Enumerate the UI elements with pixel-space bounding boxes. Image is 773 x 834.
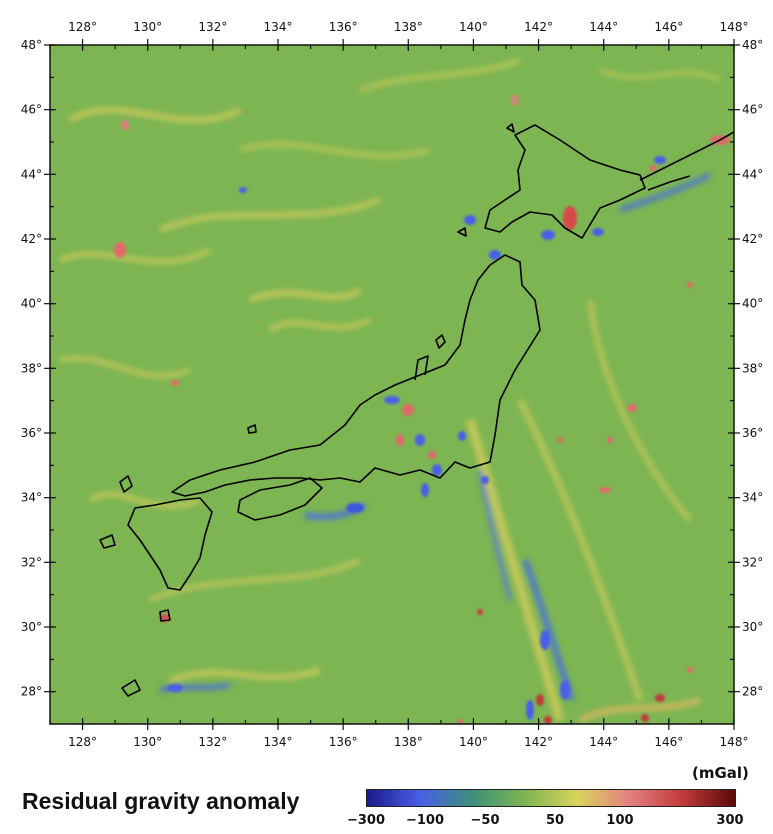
lon-label-bottom: 132° [198,735,227,749]
lon-label-bottom: 148° [720,735,749,749]
colorbar-tick-label: 300 [716,813,744,828]
lat-label-left: 36° [21,426,42,440]
lon-label-top: 142° [524,20,553,34]
colorbar-tick-label: −50 [470,813,500,828]
lon-label-bottom: 128° [68,735,97,749]
lat-label-left: 30° [21,620,42,634]
lon-label-bottom: 140° [459,735,488,749]
lon-label-top: 138° [394,20,423,34]
graticule-labels: 128° 128° 130° 130° 132° 132° 134° 134° 136° 136°… [21,20,764,749]
graticule-ticks [44,39,740,730]
lat-label-right: 36° [742,426,763,440]
lat-label-left: 42° [21,232,42,246]
lat-label-left: 48° [21,38,42,52]
lon-label-bottom: 136° [329,735,358,749]
lat-label-right: 30° [742,620,763,634]
lat-label-left: 28° [21,685,42,699]
lon-label-bottom: 130° [133,735,162,749]
anomaly-texture [59,57,721,723]
colorbar-tick-label: 100 [606,813,634,828]
lon-label-top: 140° [459,20,488,34]
coastline [99,123,734,697]
lat-label-right: 32° [742,555,763,569]
lon-label-top: 130° [133,20,162,34]
lon-label-bottom: 146° [654,735,683,749]
lon-label-top: 134° [264,20,293,34]
lat-label-right: 42° [742,232,763,246]
lon-label-top: 148° [720,20,749,34]
lat-label-right: 44° [742,167,763,181]
lon-label-bottom: 142° [524,735,553,749]
lat-label-right: 34° [742,491,763,505]
colorbar-tick-label: −100 [405,813,445,828]
lat-label-right: 46° [742,103,763,117]
lat-label-left: 40° [21,297,42,311]
lon-label-top: 146° [654,20,683,34]
lat-label-right: 38° [742,361,763,375]
lat-label-right: 48° [742,38,763,52]
colorbar-tick-label: −300 [346,813,386,828]
map-frame [49,44,735,725]
lat-label-left: 44° [21,167,42,181]
lat-label-left: 34° [21,491,42,505]
legend-title: Residual gravity anomaly [22,788,300,814]
lat-label-right: 40° [742,297,763,311]
lon-label-bottom: 134° [264,735,293,749]
lon-label-bottom: 144° [589,735,618,749]
lon-label-top: 144° [589,20,618,34]
map-background [50,45,734,724]
lat-label-left: 38° [21,361,42,375]
lon-label-top: 128° [68,20,97,34]
lon-label-bottom: 138° [394,735,423,749]
lat-label-left: 32° [21,555,42,569]
colorbar-tick-label: 50 [545,813,565,828]
anomaly-spots [114,94,730,724]
colorbar [366,789,736,807]
lon-label-top: 136° [329,20,358,34]
lat-label-left: 46° [21,103,42,117]
legend-unit: (mGal) [692,764,749,782]
lat-label-right: 28° [742,685,763,699]
lon-label-top: 132° [198,20,227,34]
